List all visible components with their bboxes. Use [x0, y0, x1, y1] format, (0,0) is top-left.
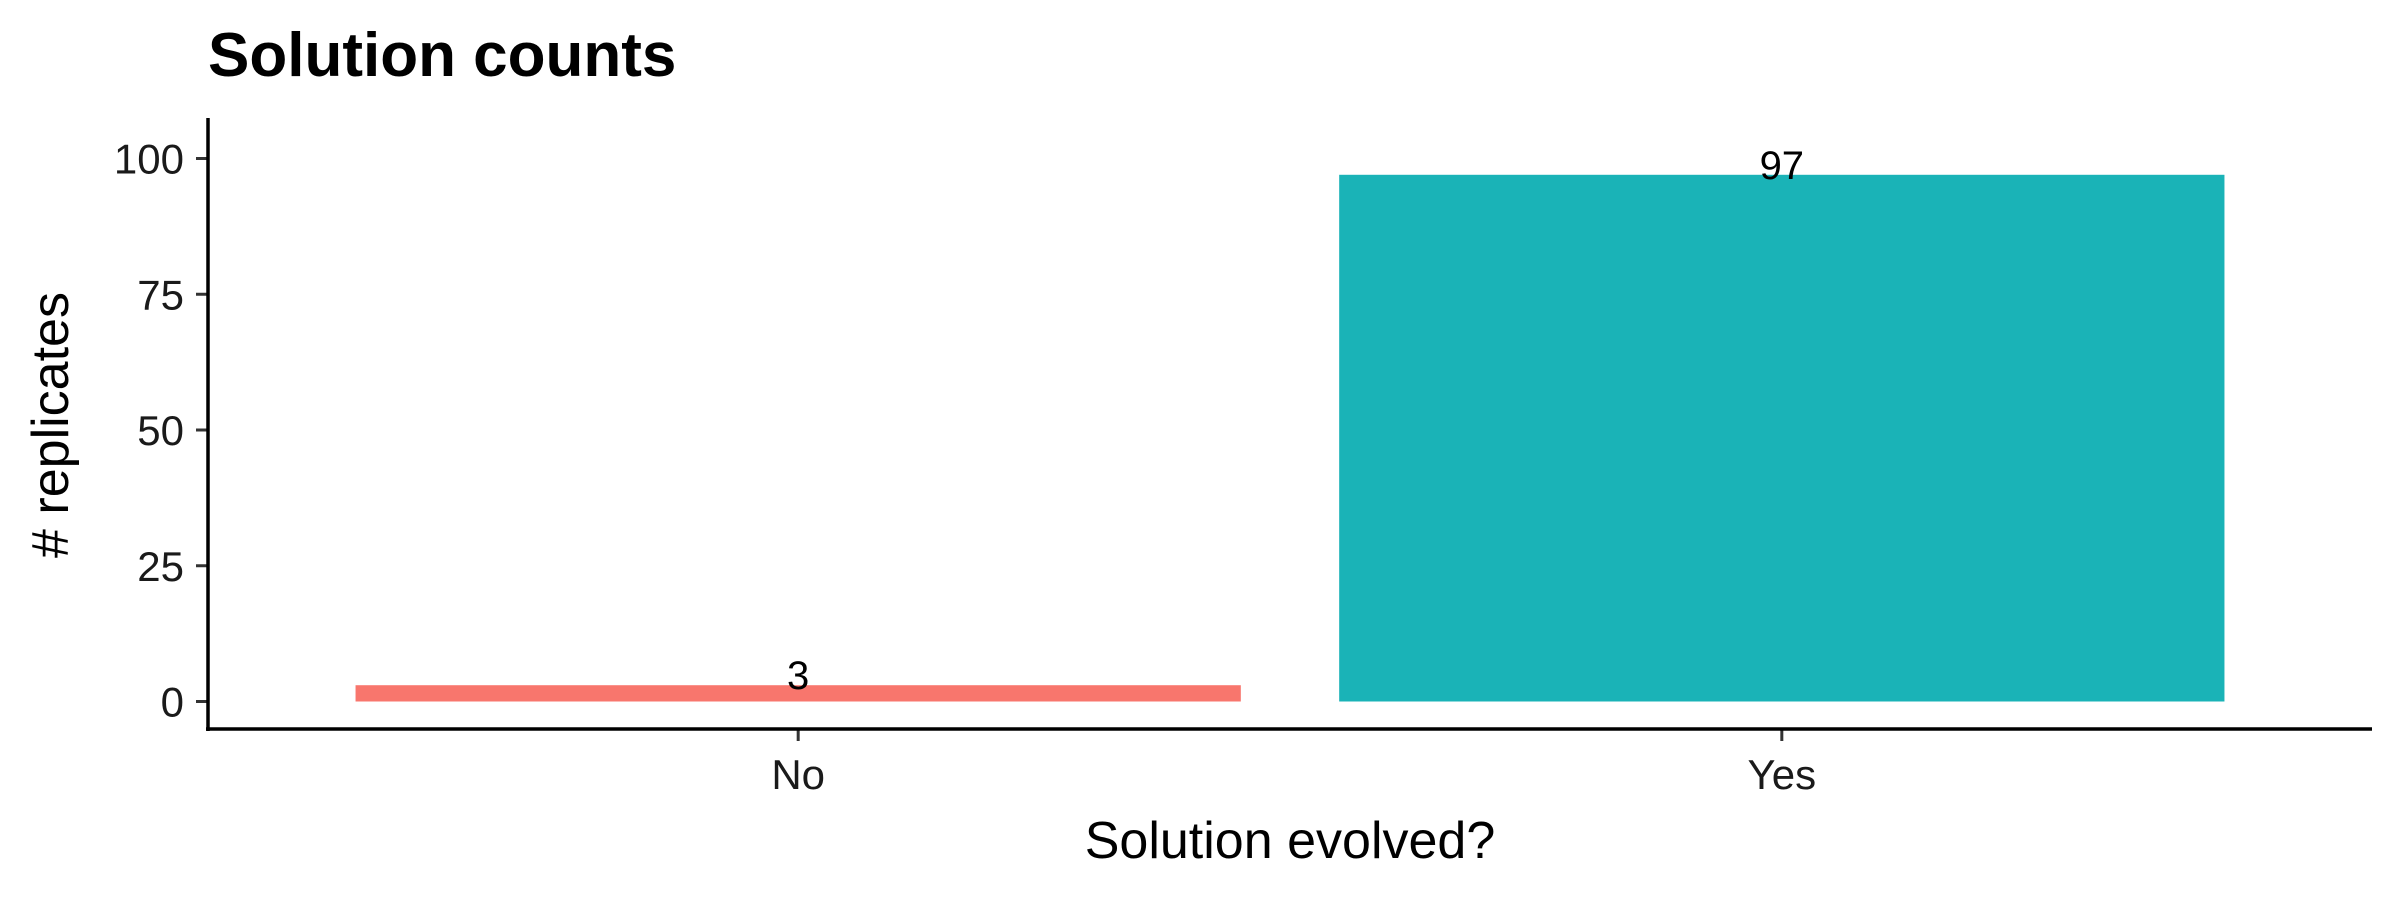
y-tick-label: 50 [137, 407, 184, 454]
x-axis-label: Solution evolved? [1085, 812, 1496, 870]
bar-data-label: 3 [787, 654, 809, 698]
bars: 3 97 [355, 144, 2225, 702]
y-tick-label: 0 [161, 679, 184, 726]
y-axis-ticks: 0 25 50 75 100 [114, 136, 208, 726]
bar-yes [1339, 174, 2225, 702]
y-tick-label: 25 [137, 543, 184, 590]
x-tick-label: Yes [1748, 751, 1817, 798]
bar-data-label: 97 [1760, 144, 1805, 188]
y-tick-label: 75 [137, 271, 184, 318]
y-axis-label: # replicates [22, 292, 80, 558]
y-tick-label: 100 [114, 136, 184, 183]
chart-title: Solution counts [208, 21, 676, 90]
x-axis-ticks: No Yes [771, 729, 1816, 798]
x-tick-label: No [771, 751, 825, 798]
bar-no [355, 685, 1241, 702]
